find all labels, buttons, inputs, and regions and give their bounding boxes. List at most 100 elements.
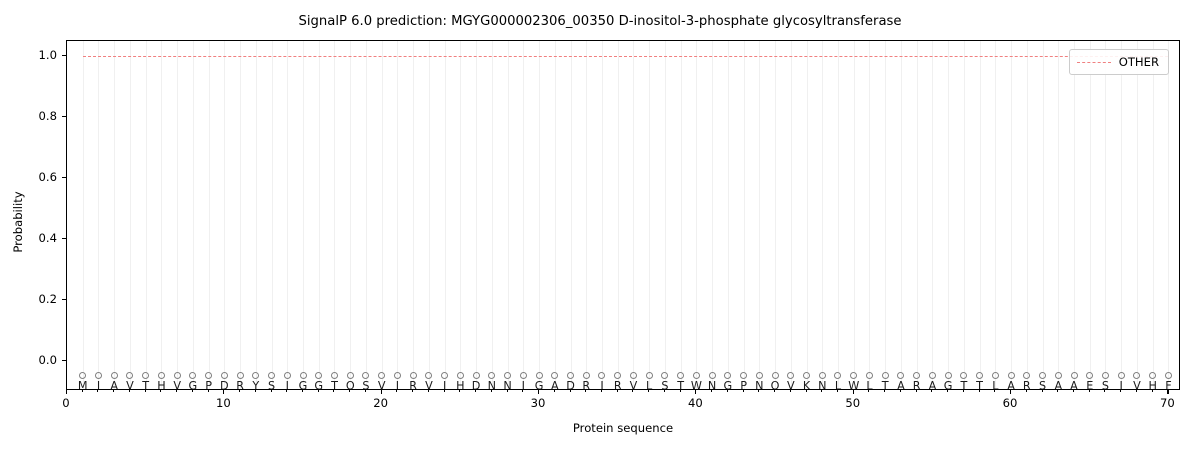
x-tick-label: 70 <box>1160 396 1175 410</box>
residue-letter: L <box>834 379 842 390</box>
series-line-other <box>82 56 1169 58</box>
residue-marker <box>1007 372 1015 380</box>
gridline-vertical <box>192 41 194 389</box>
residue-letter: W <box>848 379 860 390</box>
residue-letter: H <box>157 379 166 390</box>
x-tick-minor <box>506 390 508 393</box>
x-tick-minor <box>286 390 288 393</box>
residue-letter: W <box>690 379 702 390</box>
gridline-vertical <box>271 41 273 389</box>
residue-marker <box>708 372 716 380</box>
residue-letter: N <box>487 379 497 390</box>
gridline-vertical <box>979 41 981 389</box>
legend[interactable]: OTHER <box>1068 49 1169 75</box>
x-tick-minor <box>585 390 587 393</box>
x-tick-mark <box>66 390 68 394</box>
residue-letter: Q <box>770 379 780 390</box>
gridline-vertical <box>995 41 997 389</box>
gridline-vertical <box>759 41 761 389</box>
x-tick-minor <box>81 390 83 393</box>
x-tick-minor <box>632 390 634 393</box>
residue-letter: N <box>818 379 827 390</box>
x-tick-minor <box>553 390 555 393</box>
residue-letter: S <box>267 379 276 390</box>
residue-letter: T <box>677 379 685 390</box>
residue-marker <box>787 372 795 380</box>
residue-marker <box>614 372 622 380</box>
residue-letter: R <box>912 379 921 390</box>
residue-marker <box>598 372 606 380</box>
x-tick-minor <box>254 390 256 393</box>
x-axis-label: Protein sequence <box>572 421 674 435</box>
x-tick-label: 30 <box>530 396 546 410</box>
x-tick-minor <box>962 390 964 393</box>
residue-letter: P <box>205 379 212 390</box>
residue-letter: A <box>1007 379 1015 390</box>
gridline-vertical <box>240 41 242 389</box>
x-tick-minor <box>333 390 335 393</box>
gridline-vertical <box>601 41 603 389</box>
residue-letter: G <box>298 379 308 390</box>
gridline-vertical <box>712 41 714 389</box>
x-tick-label: 10 <box>215 396 231 410</box>
x-tick-minor <box>726 390 728 393</box>
residue-marker <box>519 372 527 380</box>
residue-letter: T <box>142 379 150 390</box>
x-tick-minor <box>176 390 178 393</box>
residue-marker <box>456 372 464 380</box>
x-tick-minor <box>994 390 996 393</box>
residue-letter: I <box>96 379 101 390</box>
residue-letter: H <box>456 379 465 390</box>
gridline-vertical <box>664 41 666 389</box>
residue-marker <box>645 372 653 380</box>
residue-letter: V <box>629 379 638 390</box>
residue-letter: R <box>1022 379 1031 390</box>
gridline-vertical <box>397 41 399 389</box>
residue-letter: G <box>534 379 544 390</box>
gridline-vertical <box>1026 41 1028 389</box>
residue-letter: D <box>471 379 481 390</box>
x-tick-mark <box>852 390 854 394</box>
residue-marker <box>1086 372 1094 380</box>
residue-marker <box>1070 372 1078 380</box>
x-tick-minor <box>144 390 146 393</box>
x-tick-label: 50 <box>845 396 861 410</box>
residue-marker <box>1023 372 1031 380</box>
residue-marker <box>378 372 386 380</box>
residue-marker <box>393 372 401 380</box>
x-tick-minor <box>475 390 477 393</box>
residue-marker <box>189 372 197 380</box>
x-tick-minor <box>915 390 917 393</box>
gridline-vertical <box>554 41 556 389</box>
residue-marker <box>629 372 637 380</box>
gridline-vertical <box>523 41 525 389</box>
gridline-vertical <box>1042 41 1044 389</box>
gridline-vertical <box>869 41 871 389</box>
page-title: SignalP 6.0 prediction: MGYG000002306_00… <box>298 14 902 29</box>
gridline-vertical <box>649 41 651 389</box>
residue-marker <box>315 372 323 380</box>
gridline-vertical <box>696 41 698 389</box>
residue-marker <box>472 372 480 380</box>
residue-marker <box>677 372 685 380</box>
gridline-vertical <box>161 41 163 389</box>
gridline-vertical <box>177 41 179 389</box>
residue-marker <box>220 372 228 380</box>
residue-marker <box>771 372 779 380</box>
x-tick-minor <box>522 390 524 393</box>
x-tick-mark <box>380 390 382 394</box>
residue-letter: I <box>1119 379 1123 390</box>
gridline-vertical <box>287 41 289 389</box>
residue-marker <box>535 372 543 380</box>
residue-letter: S <box>661 379 669 390</box>
residue-letter: G <box>723 379 733 390</box>
x-tick-mark <box>695 390 697 394</box>
gridline-vertical <box>476 41 478 389</box>
x-tick-minor <box>774 390 776 393</box>
x-tick-minor <box>600 390 602 393</box>
y-axis-label: Probability <box>11 191 25 253</box>
residue-letter: V <box>425 379 433 390</box>
x-tick-minor <box>1151 390 1153 393</box>
